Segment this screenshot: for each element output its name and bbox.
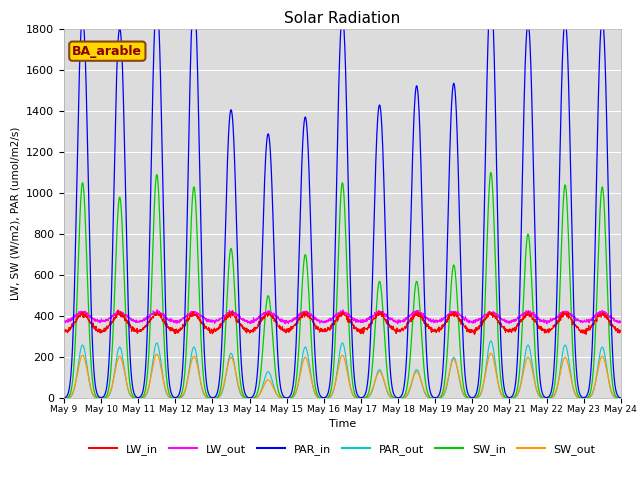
LW_out <box>153 307 161 312</box>
LW_in <box>114 307 122 313</box>
SW_out <box>487 350 495 356</box>
SW_in <box>60 396 68 401</box>
LW_in <box>216 323 223 328</box>
PAR_in <box>504 395 512 400</box>
PAR_in <box>60 395 68 401</box>
Line: SW_out: SW_out <box>64 353 621 398</box>
PAR_out <box>568 378 575 384</box>
Title: Solar Radiation: Solar Radiation <box>284 11 401 26</box>
Line: LW_out: LW_out <box>64 310 621 324</box>
LW_out <box>60 320 68 326</box>
LW_out <box>505 319 513 324</box>
SW_in <box>487 169 495 175</box>
PAR_out <box>358 396 366 401</box>
PAR_out <box>60 396 68 401</box>
PAR_out <box>216 394 223 400</box>
LW_out <box>617 319 625 325</box>
LW_in <box>568 316 575 322</box>
LW_out <box>371 310 379 315</box>
LW_out <box>568 313 576 319</box>
SW_out <box>584 395 591 401</box>
SW_out <box>358 396 366 401</box>
LW_out <box>394 321 401 327</box>
PAR_in <box>617 395 625 401</box>
PAR_in <box>371 201 378 207</box>
LW_in <box>582 332 590 337</box>
SW_in <box>371 334 378 339</box>
SW_in <box>617 396 625 401</box>
LW_in <box>584 326 591 332</box>
LW_in <box>371 315 379 321</box>
PAR_out <box>487 338 495 344</box>
LW_out <box>584 318 591 324</box>
SW_in <box>504 396 512 401</box>
Line: SW_in: SW_in <box>64 172 621 398</box>
Text: BA_arable: BA_arable <box>72 45 142 58</box>
LW_in <box>504 327 512 333</box>
SW_in <box>216 391 223 397</box>
LW_out <box>359 318 367 324</box>
Legend: LW_in, LW_out, PAR_in, PAR_out, SW_in, SW_out: LW_in, LW_out, PAR_in, PAR_out, SW_in, S… <box>85 440 600 459</box>
Line: LW_in: LW_in <box>64 310 621 335</box>
X-axis label: Time: Time <box>329 419 356 429</box>
SW_out <box>60 396 68 401</box>
PAR_in <box>568 225 575 230</box>
SW_out <box>216 393 223 399</box>
SW_in <box>568 326 575 332</box>
Line: PAR_in: PAR_in <box>64 0 621 398</box>
PAR_in <box>216 379 223 384</box>
SW_out <box>568 379 575 385</box>
SW_out <box>617 396 625 401</box>
PAR_out <box>617 396 625 401</box>
Line: PAR_out: PAR_out <box>64 341 621 398</box>
Y-axis label: LW, SW (W/m2), PAR (umol/m2/s): LW, SW (W/m2), PAR (umol/m2/s) <box>11 127 20 300</box>
SW_out <box>504 396 512 401</box>
PAR_in <box>584 392 591 397</box>
PAR_out <box>371 380 378 386</box>
LW_in <box>60 328 68 334</box>
SW_out <box>371 380 378 385</box>
SW_in <box>358 396 366 401</box>
LW_in <box>359 327 367 333</box>
SW_in <box>584 395 591 400</box>
LW_out <box>216 317 223 323</box>
PAR_out <box>504 396 512 401</box>
PAR_in <box>358 395 366 400</box>
PAR_out <box>584 396 591 401</box>
LW_in <box>617 328 625 334</box>
